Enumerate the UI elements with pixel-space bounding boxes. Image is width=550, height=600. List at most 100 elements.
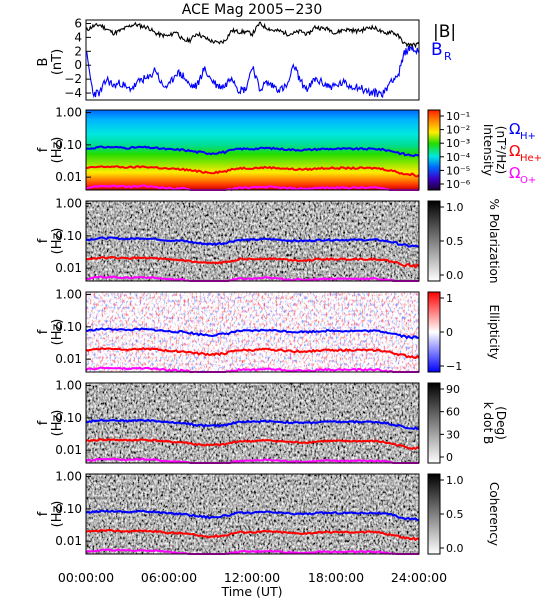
colorbar-kdb-label: k dot B [481,402,495,444]
panel-kdb-ylabel-unit: (Hz) [50,410,65,437]
colorbar-tick-label: 1.0 [446,474,464,487]
legend-b-radial-sub: R [444,50,452,63]
freq-ytick-label: 0.01 [55,170,82,184]
gyro-line-he [85,438,420,451]
panel-ell: 1.00 0.10 0.01 f (Hz) 1 0 −1 Ellipticity [36,288,501,374]
b-ylabel-unit: (nT) [50,49,65,75]
panel-pol-ylabel-unit: (Hz) [50,228,65,255]
gyro-line-h [85,327,419,340]
legend-omega-o-sub: O+ [520,175,536,186]
gyro-line-h [85,236,420,248]
panel-ell-ylabel-unit: (Hz) [50,319,65,346]
panel-pol-ylabel: f [36,238,51,243]
b-ylabel: B [36,58,51,67]
panel-psd-frame [85,109,420,191]
x-tick-2: 12:00:00 [224,570,280,585]
freq-ytick-label: 0.10 [55,502,82,516]
x-tick-0: 00:00:00 [58,570,114,585]
panel-coh: 1.00 0.10 0.01 f (Hz) 1.0 0.5 0.0 Coherency [36,470,501,556]
colorbar-ell [427,291,441,373]
gyro-line-o [85,457,419,465]
b-ytick-label: 2 [74,44,82,58]
b-total-line [85,21,420,49]
colorbar-tick-label: 0 [446,451,453,464]
colorbar-psd-label: Intensity [481,124,495,176]
legend-b-radial: B [431,40,443,60]
panel-pol-texture [86,201,419,281]
colorbar-pol [427,200,441,282]
gyro-line-he [85,165,420,178]
colorbar-tick-label: 0.5 [446,508,464,521]
colorbar-kdb-label-unit: (Deg) [494,406,508,440]
b-ytick-label: −4 [64,86,82,100]
gyro-line-o [85,548,419,556]
panel-ell-ylabel: f [36,329,51,334]
panel-kdb: 1.00 0.10 0.01 f (Hz) 90 60 30 0 k dot B (Deg) [36,379,508,465]
freq-ytick-label: 0.01 [55,352,82,366]
freq-ytick-label: 1.00 [55,470,82,484]
freq-ytick-label: 0.01 [55,534,82,548]
colorbar-tick-label: 10⁻⁵ [446,164,470,177]
b-radial-line [85,45,420,99]
panel-psd-ylabel-unit: (Hz) [50,137,65,164]
colorbar-tick-label: 30 [446,428,460,441]
colorbar-tick-label: 10⁻² [446,124,470,137]
legend-omega-h: Ω [509,120,520,138]
gyro-line-he [85,528,420,542]
freq-ytick-label: 0.10 [55,411,82,425]
b-ytick-label: 4 [74,30,82,44]
legend-omega-he-sub: He+ [520,153,542,164]
gyro-legend: Ω H+ Ω He+ Ω O+ [509,120,542,186]
panel-kdb-ylabel: f [36,420,51,425]
freq-ytick-label: 1.00 [55,197,82,211]
colorbar-tick-label: −1 [446,360,462,373]
legend-omega-o: Ω [509,164,520,182]
colorbar-psd [427,109,441,191]
legend-omega-he: Ω [509,142,520,160]
panel-coh-frame [85,473,420,555]
colorbar-tick-label: 60 [446,406,460,419]
colorbar-tick-label: 0 [446,326,453,339]
freq-ytick-label: 0.10 [55,229,82,243]
x-tick-3: 18:00:00 [308,570,364,585]
panel-coh-ylabel: f [36,511,51,516]
colorbar-tick-label: 90 [446,383,460,396]
gyro-line-he [85,346,420,360]
colorbar-pol-label: % Polarization [487,199,501,284]
freq-ytick-label: 1.00 [55,379,82,393]
gyro-line-h [85,145,420,158]
colorbar-tick-label: 10⁻⁶ [446,178,471,191]
colorbar-tick-label: 10⁻⁴ [446,151,471,164]
freq-ytick-label: 0.01 [55,443,82,457]
colorbar-kdb [427,382,441,464]
b-ytick-label: 0 [74,58,82,72]
colorbar-tick-label: 10⁻¹ [446,110,470,123]
panel-psd-ylabel: f [36,147,51,152]
b-ytick-label: 6 [74,16,82,30]
panel-kdb-texture [86,383,419,463]
gyro-line-he [85,255,420,269]
colorbar-coh-label: Coherency [487,482,501,546]
x-axis-label: Time (UT) [220,584,282,599]
b-ytick-label: −2 [64,72,82,86]
figure-title: ACE Mag 2005−230 [182,2,322,18]
freq-ytick-label: 0.10 [55,320,82,334]
colorbar-ell-label: Ellipticity [487,305,501,360]
freq-ytick-label: 1.00 [55,288,82,302]
panel-coh-ylabel-unit: (Hz) [50,501,65,528]
gyro-line-h [85,418,420,431]
colorbar-coh [427,473,441,555]
colorbar-tick-label: 1 [446,292,453,305]
spectrogram-panels: 1.000.100.01f (Hz)10⁻¹10⁻²10⁻³10⁻⁴10⁻⁵10⁻… [36,106,508,556]
x-axis: 00:00:00 06:00:00 12:00:00 18:00:00 24:0… [58,570,447,599]
freq-ytick-label: 0.01 [55,261,82,275]
colorbar-tick-label: 0.5 [446,235,464,248]
panel-psd: 1.00 0.10 0.01 f (Hz) 10⁻¹10⁻²10⁻³10⁻⁴10⁻⁵10⁻… [36,106,508,192]
gyro-line-h [85,509,420,522]
colorbar-tick-label: 0.0 [446,542,464,555]
gyro-line-o [85,184,419,192]
panel-pol-frame [85,200,420,282]
panel-kdb-frame [85,382,420,464]
